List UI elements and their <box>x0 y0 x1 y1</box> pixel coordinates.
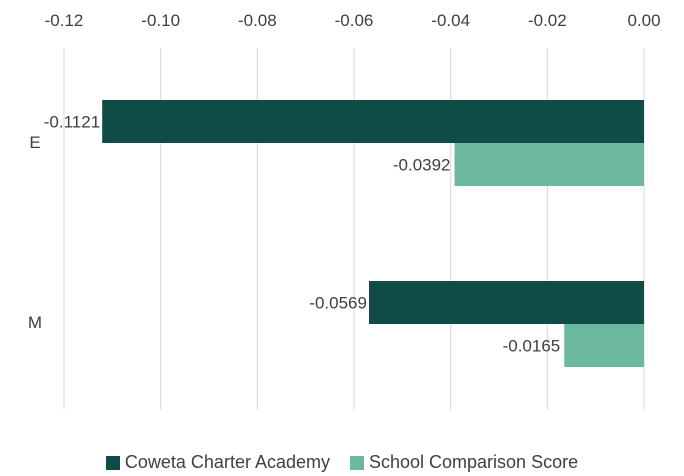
legend-item-series-2: School Comparison Score <box>349 452 579 473</box>
legend-swatch-series-1 <box>105 455 120 470</box>
x-tick-label: -0.10 <box>141 11 180 30</box>
category-label: E <box>29 133 40 152</box>
x-tick-label: -0.04 <box>431 11 470 30</box>
data-label: -0.0165 <box>503 337 561 356</box>
data-label: -0.0392 <box>393 156 451 175</box>
bar-chart: -0.12 -0.10 -0.08 -0.06 -0.04 -0.02 0.00 -0.112… <box>28 11 661 410</box>
data-label: -0.0569 <box>309 294 367 313</box>
bar <box>102 100 644 143</box>
legend: Coweta Charter Academy School Comparison… <box>0 452 684 473</box>
category-label: M <box>28 313 42 332</box>
x-tick-label: 0.00 <box>627 11 660 30</box>
bar <box>564 324 644 367</box>
legend-item-series-1: Coweta Charter Academy <box>105 452 330 473</box>
legend-swatch-series-2 <box>349 455 364 470</box>
bar <box>368 281 644 324</box>
bar <box>454 143 644 186</box>
data-label: -0.1121 <box>44 113 100 132</box>
legend-label-series-1: Coweta Charter Academy <box>124 452 330 472</box>
x-tick-label: -0.02 <box>528 11 567 30</box>
x-tick-label: -0.12 <box>45 11 84 30</box>
x-tick-label: -0.06 <box>335 11 374 30</box>
x-tick-label: -0.08 <box>238 11 277 30</box>
legend-label-series-2: School Comparison Score <box>368 452 579 472</box>
